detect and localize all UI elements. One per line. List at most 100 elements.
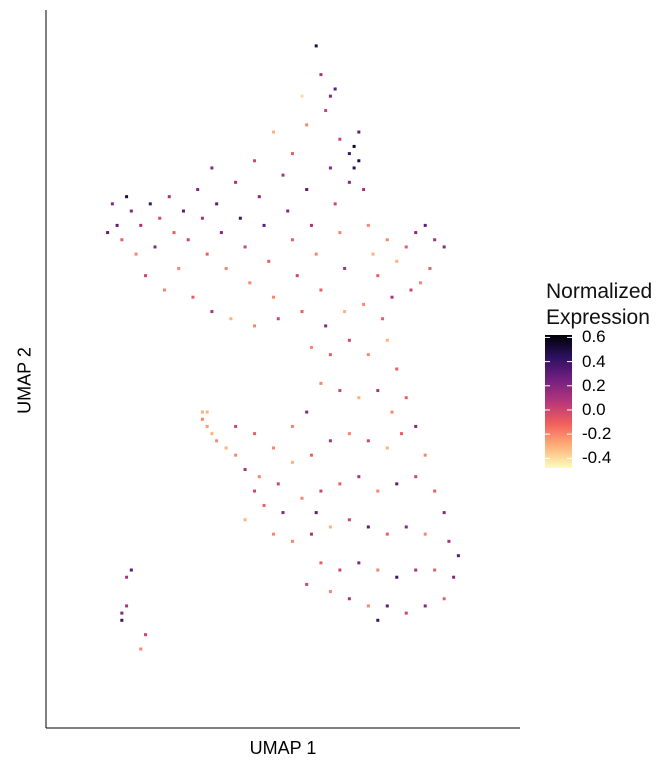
data-point <box>319 381 323 385</box>
data-point <box>153 245 157 249</box>
data-point <box>357 561 361 565</box>
data-point <box>309 223 313 227</box>
data-point <box>414 475 418 479</box>
points-layer <box>106 44 460 651</box>
data-point <box>272 446 276 450</box>
data-point <box>257 475 261 479</box>
colorbar <box>545 335 572 468</box>
data-point <box>281 511 285 515</box>
data-point <box>300 310 304 314</box>
data-point <box>404 525 408 529</box>
data-point <box>125 195 129 199</box>
data-point <box>381 317 385 321</box>
colorbar-tick-label: 0.0 <box>582 399 606 419</box>
data-point <box>205 424 209 428</box>
data-point <box>262 223 266 227</box>
colorbar-tick-label: -0.2 <box>582 424 612 444</box>
data-point <box>305 582 309 586</box>
colorbar-tick-label: 0.2 <box>582 375 606 395</box>
data-point <box>229 317 233 321</box>
data-point <box>390 295 394 299</box>
data-point <box>395 367 399 371</box>
data-point <box>366 223 370 227</box>
data-point <box>290 539 294 543</box>
data-point <box>300 94 304 98</box>
colorbar-tick-label: -0.4 <box>582 448 612 468</box>
data-point <box>319 73 323 77</box>
legend-title: Normalized Expression <box>546 279 652 331</box>
data-point <box>267 259 271 263</box>
data-point <box>215 439 219 443</box>
data-point <box>366 439 370 443</box>
data-point <box>352 144 356 148</box>
data-point <box>262 503 266 507</box>
data-point <box>376 568 380 572</box>
data-point <box>120 238 124 242</box>
legend-title-line-2: Expression <box>546 306 650 329</box>
data-point <box>357 396 361 400</box>
y-axis-label: UMAP 2 <box>14 347 35 414</box>
data-point <box>276 317 280 321</box>
data-point <box>319 288 323 292</box>
data-point <box>120 611 124 615</box>
data-point <box>347 180 351 184</box>
data-point <box>328 353 332 357</box>
data-point <box>423 223 427 227</box>
data-point <box>281 173 285 177</box>
data-point <box>139 647 143 651</box>
data-point <box>134 252 138 256</box>
data-point <box>338 482 342 486</box>
data-point <box>400 432 403 436</box>
data-point <box>385 238 389 242</box>
data-point <box>423 532 427 536</box>
data-point <box>234 180 238 184</box>
data-point <box>148 202 152 206</box>
data-point <box>385 446 389 450</box>
data-point <box>328 94 332 98</box>
data-point <box>309 532 313 536</box>
data-point <box>404 396 408 400</box>
data-point <box>319 489 323 493</box>
data-point <box>186 238 190 242</box>
data-point <box>276 482 280 486</box>
data-point <box>272 532 276 536</box>
data-point <box>290 152 294 156</box>
data-point <box>295 274 299 278</box>
data-point <box>210 166 214 170</box>
data-point <box>200 417 204 421</box>
data-point <box>447 539 451 543</box>
data-point <box>366 353 370 357</box>
data-point <box>333 202 337 206</box>
data-point <box>433 568 437 572</box>
data-point <box>234 453 238 457</box>
data-point <box>253 324 257 328</box>
data-point <box>357 159 361 163</box>
data-point <box>376 274 380 278</box>
data-point <box>163 288 166 292</box>
data-point <box>376 618 380 622</box>
data-point <box>305 123 309 127</box>
data-point <box>423 604 427 608</box>
data-point <box>272 295 276 299</box>
data-point <box>290 238 294 242</box>
data-point <box>314 252 318 256</box>
data-point <box>290 424 294 428</box>
data-point <box>338 231 342 235</box>
data-point <box>442 597 446 601</box>
data-point <box>347 432 351 436</box>
data-point <box>200 410 204 414</box>
data-point <box>343 266 347 270</box>
data-point <box>309 453 313 457</box>
data-point <box>347 152 351 156</box>
data-point <box>442 245 446 249</box>
data-point <box>395 482 399 486</box>
data-point <box>219 231 223 235</box>
data-point <box>404 611 408 615</box>
data-point <box>167 195 171 199</box>
data-point <box>139 223 143 227</box>
data-point <box>234 424 238 428</box>
data-point <box>328 525 332 529</box>
data-point <box>115 223 119 227</box>
data-point <box>196 188 200 191</box>
data-point <box>224 446 228 450</box>
